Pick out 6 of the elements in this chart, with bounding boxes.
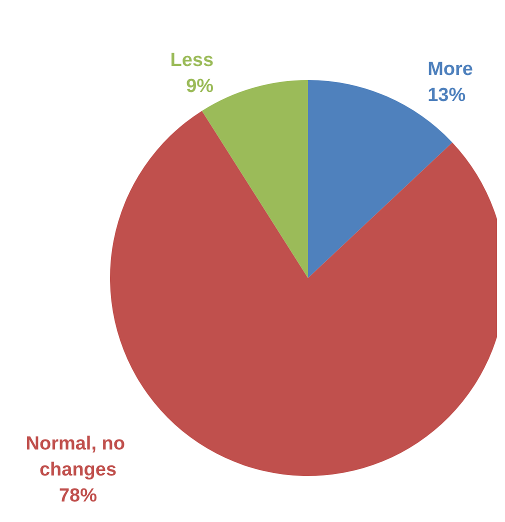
data-label: 13% xyxy=(428,85,466,106)
slice-label: Less xyxy=(170,50,214,71)
data-label: 78% xyxy=(58,486,98,506)
slice-label: More xyxy=(428,59,473,80)
data-label: 9% xyxy=(186,76,214,97)
slice-label: Normal, no changes xyxy=(26,434,130,480)
